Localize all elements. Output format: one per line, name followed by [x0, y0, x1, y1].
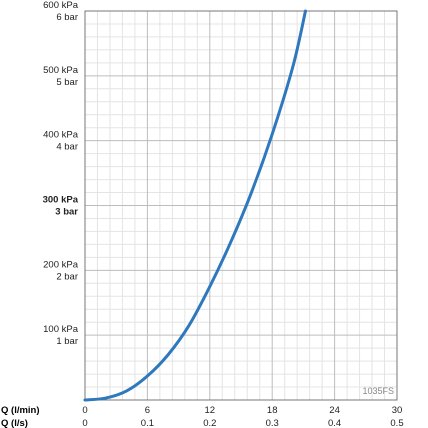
y-tick-label-kpa: 600 kPa [43, 0, 79, 11]
x-tick-label: 24 [329, 405, 340, 416]
model-annotation: 1035FS [362, 386, 394, 396]
y-tick-label-bar: 5 bar [56, 77, 78, 88]
x-tick-label: 0.4 [328, 418, 341, 428]
plot-frame [84, 10, 398, 401]
x-tick-label: 0.3 [266, 418, 279, 428]
y-tick-label-kpa: 100 kPa [43, 324, 79, 335]
x-tick-label: 0 [82, 405, 87, 416]
y-tick-label-bar: 4 bar [56, 142, 78, 153]
y-tick-label-kpa: 400 kPa [43, 130, 79, 141]
series-layer [83, 9, 307, 402]
x-tick-label: 6 [145, 405, 150, 416]
x-axis-ticks: 0 6 12 18 24 30 0 0.1 0.2 0.3 0.4 0.5 [82, 405, 403, 428]
y-tick-label-bar: 2 bar [56, 271, 78, 282]
y-tick-label-kpa: 200 kPa [43, 259, 79, 270]
x-tick-label: 12 [205, 405, 216, 416]
x-tick-label: 0.2 [203, 418, 216, 428]
x-tick-label: 0 [82, 418, 87, 428]
x-axis-label-ls: Q (l/s) [1, 418, 28, 428]
x-tick-label: 30 [392, 405, 403, 416]
y-tick-label-bar: 1 bar [56, 336, 78, 347]
y-tick-label-kpa: 500 kPa [43, 65, 79, 76]
y-tick-label-bar: 3 bar [55, 207, 78, 218]
x-tick-label: 0.1 [141, 418, 154, 428]
y-tick-label-bar: 6 bar [56, 12, 78, 23]
y-tick-label-kpa: 300 kPa [43, 195, 79, 206]
x-tick-label: 18 [267, 405, 278, 416]
x-axis-label-lmin: Q (l/min) [1, 405, 40, 416]
x-tick-label: 0.5 [390, 418, 403, 428]
major-grid [84, 10, 398, 400]
flow-pressure-curve [83, 9, 307, 402]
